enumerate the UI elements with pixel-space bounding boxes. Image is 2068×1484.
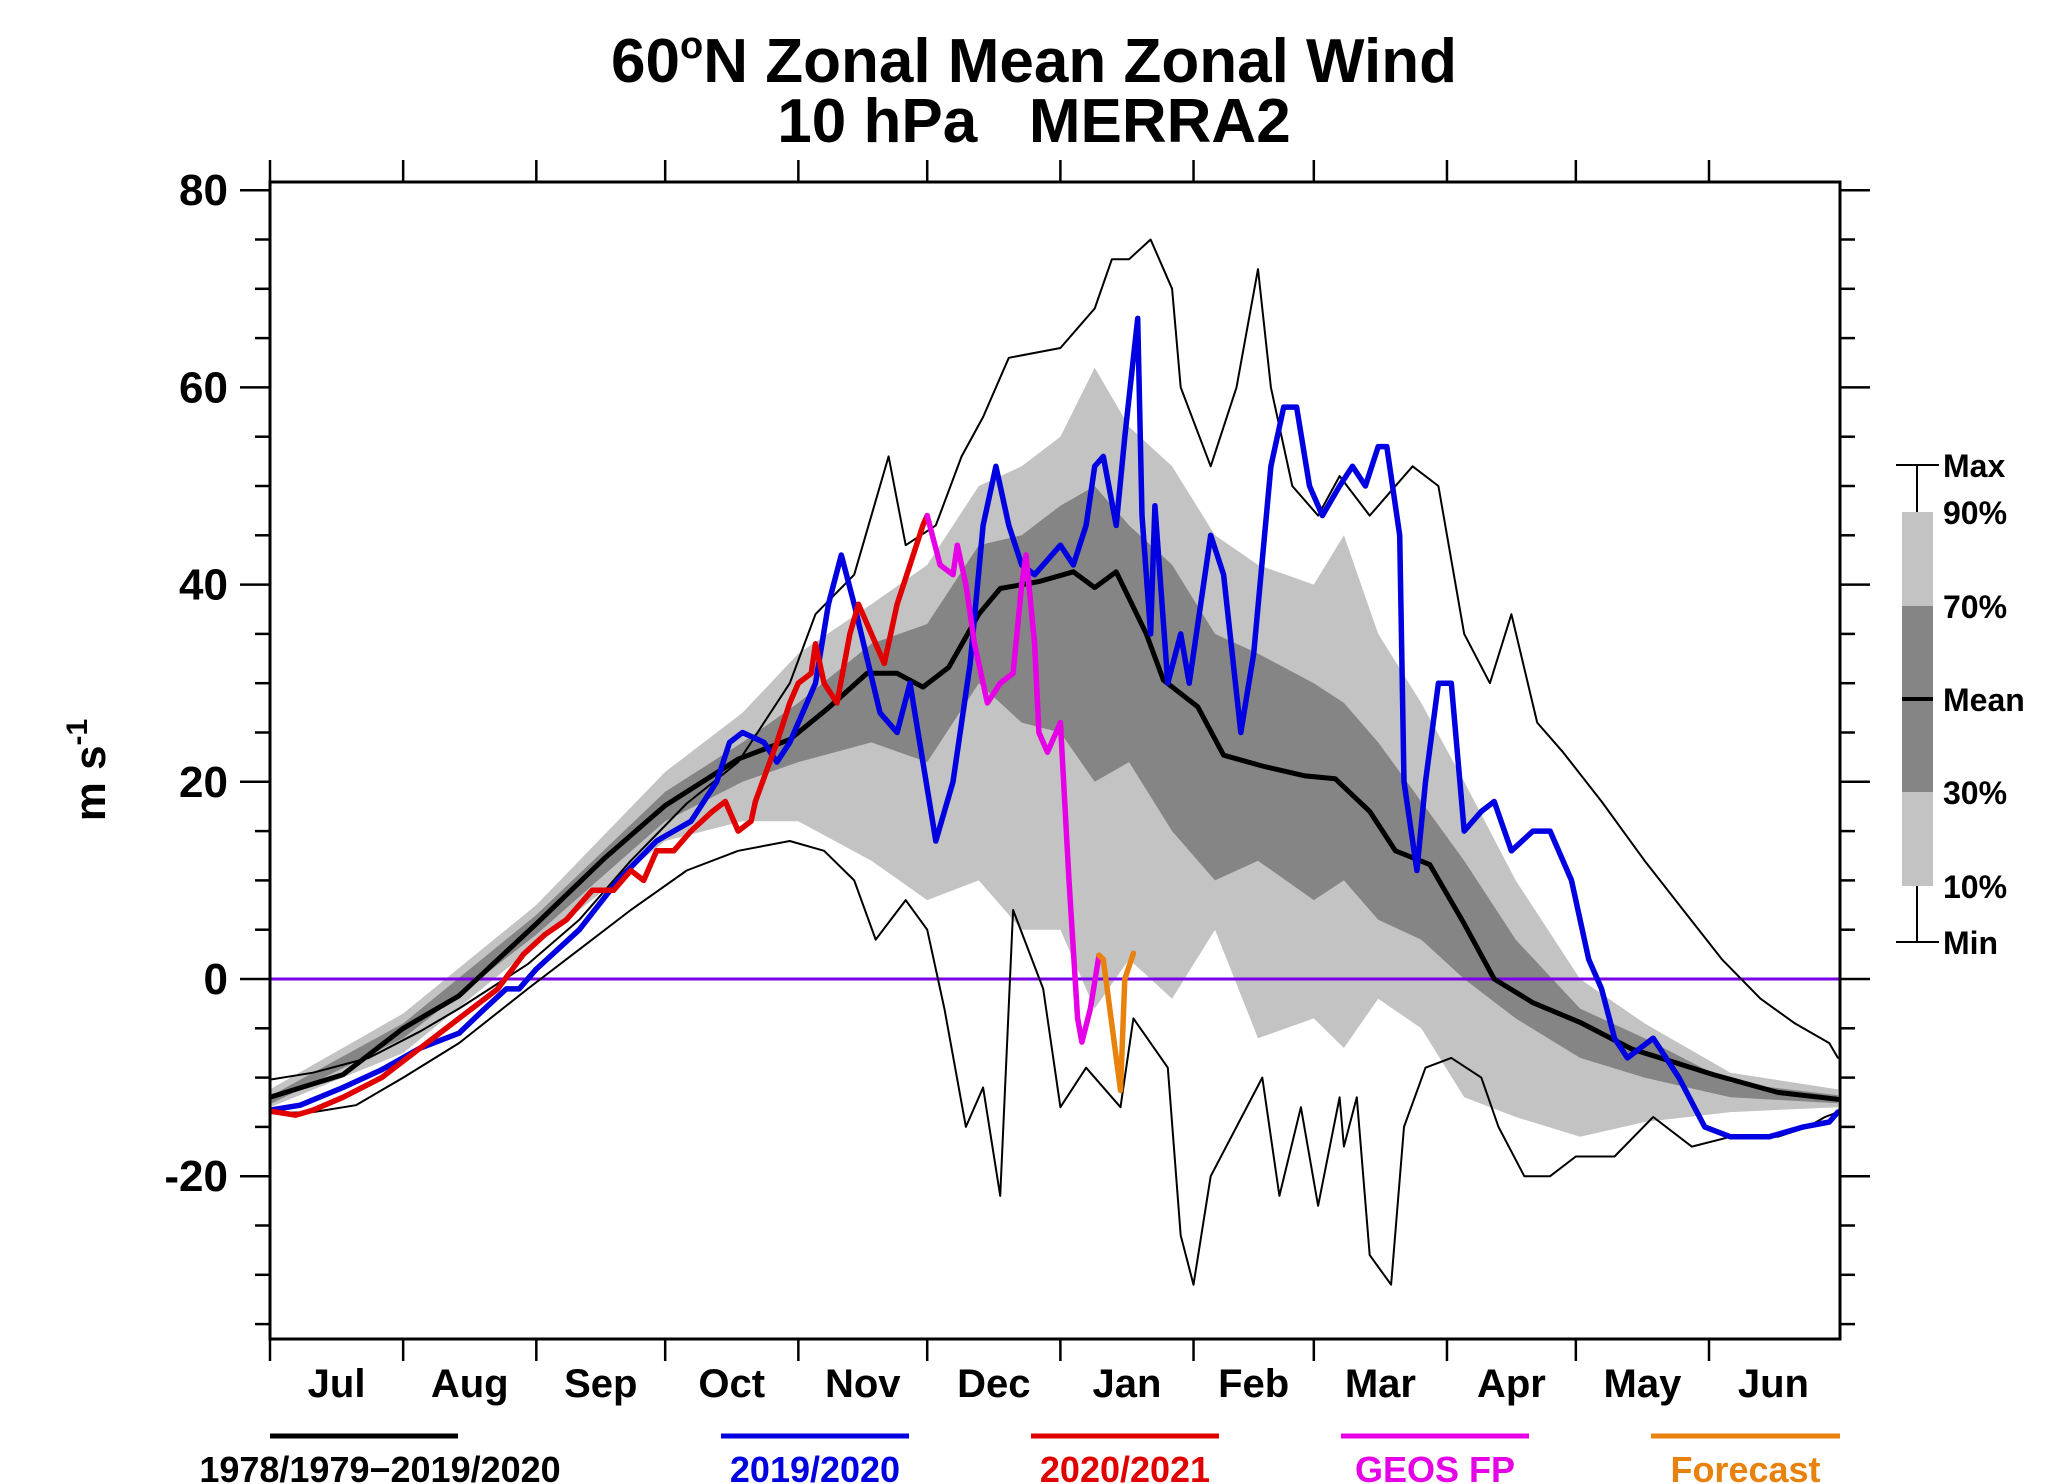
- plot-area: [270, 238, 1840, 1286]
- series-line-forecast: [1096, 950, 1137, 1094]
- x-month-label: Dec: [957, 1362, 1030, 1406]
- y-axis-label: m s-1: [61, 719, 115, 822]
- key-label: Max: [1943, 448, 2005, 484]
- series-line-1978-1979-2019-2020-mean: [270, 569, 1840, 1102]
- x-month-label: May: [1604, 1362, 1683, 1406]
- key-label: Mean: [1943, 682, 2025, 718]
- y-tick-label: 40: [179, 561, 228, 610]
- series-line-1978-1979-2019-2020-min: [270, 840, 1839, 1286]
- key-label: 90%: [1943, 495, 2007, 531]
- legend-label: GEOS FP: [1355, 1449, 1515, 1484]
- x-month-label: Jul: [308, 1362, 366, 1406]
- percentile-key: Max 90% 70% Mean 30% 10% Min: [1896, 448, 2025, 961]
- legend-label: 2019/2020: [730, 1449, 900, 1484]
- series-line-2020-2021: [270, 512, 930, 1118]
- key-label: Min: [1943, 925, 1998, 961]
- chart-title-line1: 60oN Zonal Mean Zonal Wind: [611, 25, 1457, 96]
- series-line-geos-fp: [924, 512, 1102, 1045]
- plot-frame: [268, 180, 1842, 1341]
- y-tick-label: 20: [179, 758, 228, 807]
- y-tick-label: 0: [204, 955, 228, 1004]
- legend-label: Forecast: [1670, 1449, 1820, 1484]
- y-tick-label: 80: [179, 166, 228, 215]
- x-month-label: Nov: [825, 1362, 901, 1406]
- x-month-label: Sep: [564, 1362, 637, 1406]
- x-month-label: Mar: [1345, 1362, 1416, 1406]
- x-month-label: Apr: [1477, 1362, 1546, 1406]
- legend-label: 1978/1979−2019/2020: [199, 1449, 560, 1484]
- x-month-label: Aug: [431, 1362, 509, 1406]
- legend: 1978/1979−2019/2020 2019/2020 2020/2021 GEO…: [199, 1433, 1840, 1484]
- chart-title-line2: 10 hPa MERRA2: [777, 87, 1290, 156]
- key-label: 70%: [1943, 589, 2007, 625]
- axes: 80 60 40 20 0 -20 Jul Aug Sep Oct Nov Dec Jan Feb Mar A…: [164, 160, 1870, 1406]
- series-line-1978-1979-2019-2020-max: [270, 238, 1839, 1081]
- x-month-label: Jan: [1092, 1362, 1161, 1406]
- degree-superscript: o: [680, 25, 703, 67]
- x-month-label: Feb: [1218, 1362, 1289, 1406]
- x-month-label: Oct: [698, 1362, 765, 1406]
- legend-label: 2020/2021: [1040, 1449, 1210, 1484]
- band-30-70: [270, 486, 1838, 1105]
- y-tick-label: -20: [164, 1152, 228, 1201]
- series-line-2019-2020: [270, 315, 1840, 1140]
- x-month-label: Jun: [1738, 1362, 1809, 1406]
- y-tick-label: 60: [179, 363, 228, 412]
- key-label: 30%: [1943, 775, 2007, 811]
- key-label: 10%: [1943, 869, 2007, 905]
